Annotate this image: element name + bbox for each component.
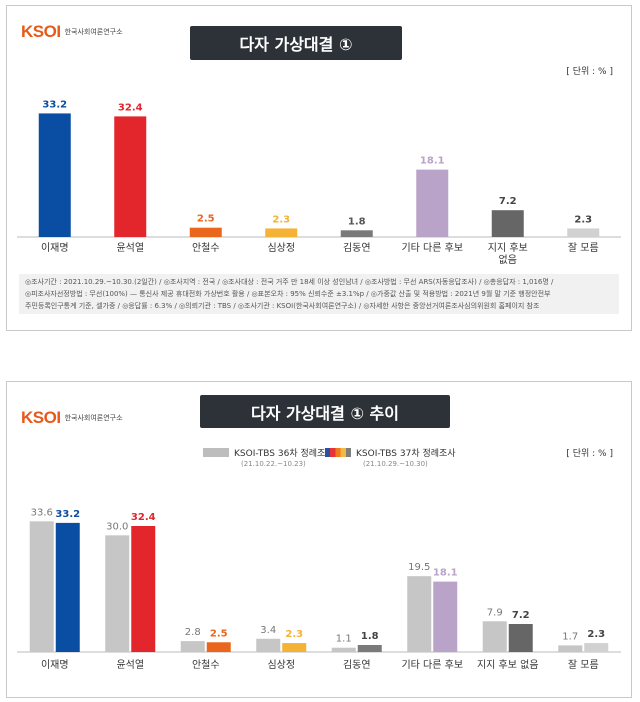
category-label-2: 안철수 xyxy=(192,242,220,254)
category-label-0: 이재명 xyxy=(41,659,69,671)
ksoi-logo: KSOI 한국사회여론연구소 xyxy=(21,22,123,42)
bar-1 xyxy=(114,116,147,237)
bar-3 xyxy=(265,228,298,237)
category-label-7: 잘 모름 xyxy=(568,659,599,671)
logo-mark: KSOI xyxy=(21,22,61,41)
bar-36-4 xyxy=(331,647,356,652)
bar-6 xyxy=(491,210,524,237)
value-label-37-1: 32.4 xyxy=(131,512,156,523)
value-label-4: 1.8 xyxy=(348,216,366,227)
bar-37-1 xyxy=(131,526,156,652)
bar-36-5 xyxy=(407,576,432,652)
chart-legend: KSOI-TBS 36차 정례조사 (21.10.22.~10.23) xyxy=(203,446,334,472)
bar-36-2 xyxy=(180,641,205,652)
value-label-7: 2.3 xyxy=(574,214,592,225)
chart-legend-2: KSOI-TBS 37차 정례조사 (21.10.29.~10.30) xyxy=(325,446,456,472)
value-label-3: 2.3 xyxy=(272,214,290,225)
category-label-6-b: 없음 xyxy=(499,253,517,266)
legend-swatch-gray xyxy=(203,448,229,457)
value-label-37-2: 2.5 xyxy=(210,628,228,639)
survey-footnote: ◎조사기간 : 2021.10.29.~10.30.(2일간) / ◎조사지역 … xyxy=(19,274,619,314)
bar-37-2 xyxy=(206,642,231,652)
category-label-2: 안철수 xyxy=(192,659,220,671)
bar-37-3 xyxy=(282,643,307,652)
category-label-4: 김동연 xyxy=(343,659,371,671)
value-label-37-7: 2.3 xyxy=(587,629,605,640)
ksoi-logo: KSOI 한국사회여론연구소 xyxy=(21,408,123,428)
logo-text: 한국사회여론연구소 xyxy=(64,28,123,36)
legend-item-37: KSOI-TBS 37차 정례조사 xyxy=(325,446,456,459)
legend-label: KSOI-TBS 37차 정례조사 xyxy=(356,449,456,459)
value-label-5: 18.1 xyxy=(420,156,445,167)
bar-5 xyxy=(416,169,449,237)
value-label-37-4: 1.8 xyxy=(361,631,379,642)
logo-mark: KSOI xyxy=(21,408,61,427)
value-label-1: 32.4 xyxy=(118,102,143,113)
value-label-37-5: 18.1 xyxy=(433,568,458,579)
legend-sub: (21.10.22.~10.23) xyxy=(241,460,306,468)
logo-text: 한국사회여론연구소 xyxy=(64,414,123,422)
value-label-36-4: 1.1 xyxy=(336,634,352,645)
bar-chart-2: 33.6 33.2 이재명 30.032.4 윤석열 2.8 2.5 안철수 3.4 2.3 심상정… xyxy=(17,507,621,671)
bar-7 xyxy=(567,228,600,237)
value-label-37-6: 7.2 xyxy=(512,610,530,621)
bar-36-3 xyxy=(256,638,281,652)
bar-37-0 xyxy=(55,522,80,652)
value-label-2: 2.5 xyxy=(197,214,215,225)
category-label-3: 심상정 xyxy=(267,659,295,671)
chart-title: 다자 가상대결 ① 추이 xyxy=(200,395,450,428)
chart-panel-2: KSOI 한국사회여론연구소 다자 가상대결 ① 추이 [ 단위 : % ] K… xyxy=(6,381,632,698)
value-label-37-0: 33.2 xyxy=(55,509,80,520)
value-label-36-3: 3.4 xyxy=(260,625,276,636)
bar-36-7 xyxy=(558,645,583,652)
footnote-line-3: 주민등록인구통계 기준, 셀가중 / ◎응답률 : 6.3% / ◎의뢰기관 :… xyxy=(25,302,540,310)
value-label-36-5: 19.5 xyxy=(408,562,430,573)
category-label-7: 잘 모름 xyxy=(568,242,599,254)
legend-label: KSOI-TBS 36차 정례조사 xyxy=(234,449,334,459)
category-label-4: 김동연 xyxy=(343,242,371,254)
footnote-line-1: ◎조사기간 : 2021.10.29.~10.30.(2일간) / ◎조사지역 … xyxy=(25,278,554,286)
bar-0 xyxy=(38,113,71,237)
category-label-5: 기타 다른 후보 xyxy=(401,659,463,671)
bar-36-0 xyxy=(29,521,54,652)
legend-sub: (21.10.29.~10.30) xyxy=(363,460,428,468)
legend-item-36: KSOI-TBS 36차 정례조사 xyxy=(203,446,334,459)
value-label-36-7: 1.7 xyxy=(562,631,578,642)
category-label-5: 기타 다른 후보 xyxy=(401,242,463,254)
value-label-36-2: 2.8 xyxy=(185,627,201,638)
category-label-3: 심상정 xyxy=(267,242,295,254)
category-label-0: 이재명 xyxy=(41,242,69,254)
bar-36-6 xyxy=(482,621,507,652)
bar-37-7 xyxy=(584,643,609,652)
legend-swatch-multicolor xyxy=(325,448,351,457)
footnote-line-2: ◎피조사자선정방법 : 무선(100%) — 통신사 제공 휴대전화 가상번호 … xyxy=(25,290,551,298)
value-label-36-1: 30.0 xyxy=(106,521,128,532)
value-label-6: 7.2 xyxy=(499,196,517,207)
bar-2 xyxy=(189,227,222,237)
bar-37-4 xyxy=(357,645,382,652)
chart-title: 다자 가상대결 ① xyxy=(190,26,402,60)
value-label-36-6: 7.9 xyxy=(487,607,503,618)
bar-4 xyxy=(340,230,373,237)
category-label-6: 지지 후보 xyxy=(488,242,528,254)
category-label-6: 지지 후보 없음 xyxy=(477,658,539,671)
value-label-37-3: 2.3 xyxy=(285,629,303,640)
chart-panel-1: KSOI 한국사회여론연구소 다자 가상대결 ① [ 단위 : % ] 33.2… xyxy=(6,5,632,331)
bar-37-6 xyxy=(508,624,533,652)
value-label-36-0: 33.6 xyxy=(31,507,53,518)
category-label-1: 윤석열 xyxy=(116,659,144,671)
bar-37-5 xyxy=(433,581,458,652)
value-label-0: 33.2 xyxy=(42,99,67,110)
category-label-1: 윤석열 xyxy=(116,242,144,254)
unit-label: [ 단위 : % ] xyxy=(566,67,613,77)
bar-chart-1: 33.2 이재명 32.4 윤석열 2.5 안철수 2.3 심상정 1.8 김동연 18.1 기타 다… xyxy=(17,99,621,266)
bar-36-1 xyxy=(105,535,130,652)
unit-label: [ 단위 : % ] xyxy=(566,449,613,459)
